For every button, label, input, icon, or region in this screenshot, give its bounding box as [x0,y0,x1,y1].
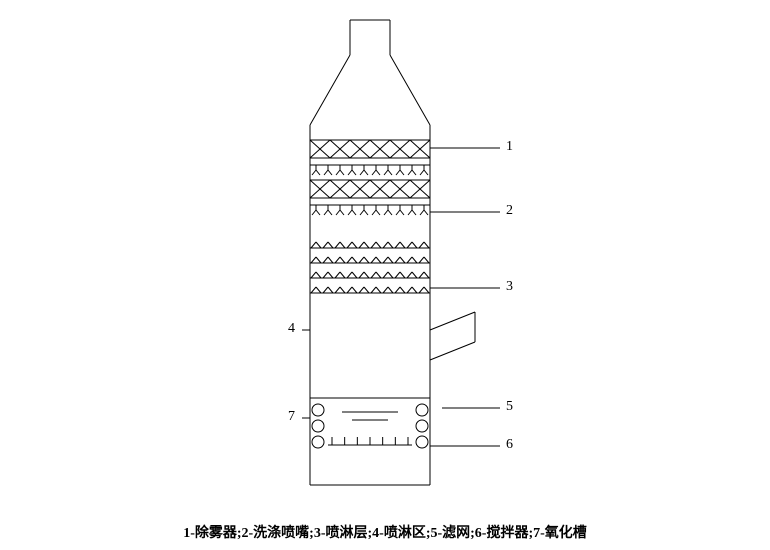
callout-2: 2 [506,203,513,219]
tower-diagram [0,0,770,550]
callout-6: 6 [506,437,513,453]
callout-1: 1 [506,139,513,155]
callout-7: 7 [288,409,295,425]
callout-3: 3 [506,279,513,295]
callout-5: 5 [506,399,513,415]
legend-caption: 1-除雾器;2-洗涤喷嘴;3-喷淋层;4-喷淋区;5-滤网;6-搅拌器;7-氧化… [0,522,770,542]
callout-4: 4 [288,321,295,337]
